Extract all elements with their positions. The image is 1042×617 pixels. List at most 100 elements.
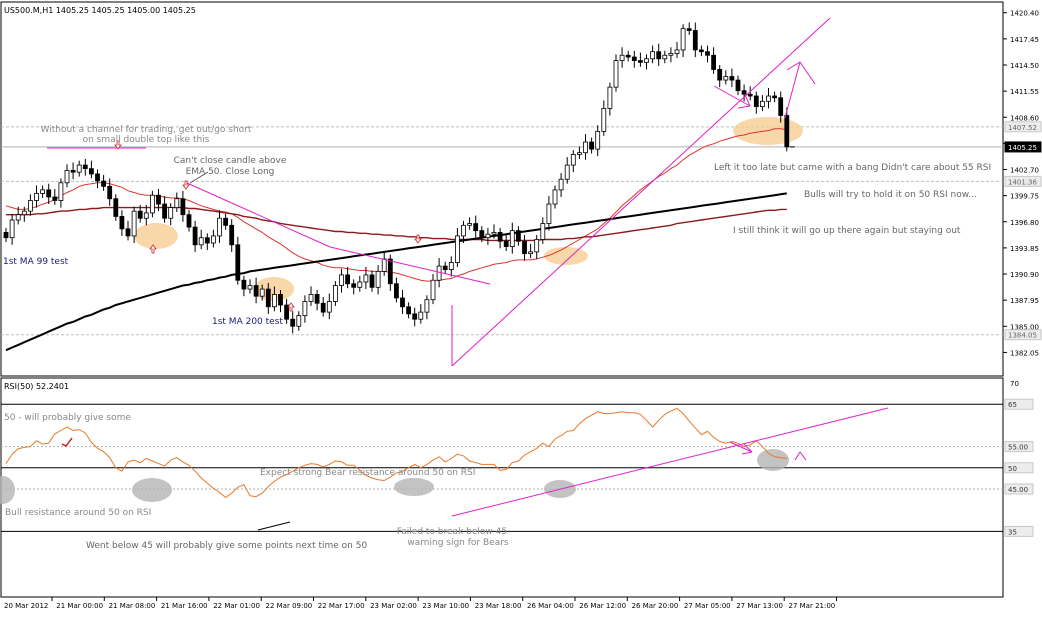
candle-body bbox=[607, 86, 613, 109]
candle-body bbox=[516, 230, 521, 242]
candle-body bbox=[461, 224, 466, 237]
candle-body bbox=[497, 231, 503, 242]
candle-body bbox=[186, 214, 192, 228]
rsi-highlight-ellipse bbox=[394, 478, 434, 496]
candle-body bbox=[644, 58, 649, 63]
candle-body bbox=[485, 233, 491, 239]
time-tick-label: 26 Mar 12:00 bbox=[579, 602, 626, 610]
candle-body bbox=[131, 210, 137, 237]
candle-body bbox=[467, 223, 473, 226]
price-level-box bbox=[1004, 329, 1042, 341]
candle-body bbox=[595, 131, 601, 150]
time-tick-label: 23 Mar 10:00 bbox=[422, 602, 469, 610]
time-tick-label: 23 Mar 18:00 bbox=[475, 602, 522, 610]
candle-body bbox=[180, 198, 186, 216]
candle-body bbox=[278, 293, 283, 306]
candle-body bbox=[570, 154, 576, 166]
candle-body bbox=[247, 285, 253, 290]
candle-body bbox=[680, 28, 686, 51]
check-mark-icon bbox=[61, 437, 73, 447]
candle-body bbox=[375, 270, 381, 288]
candle-body bbox=[302, 301, 308, 317]
candle-body bbox=[400, 297, 405, 308]
time-tick-label: 22 Mar 09:00 bbox=[266, 602, 313, 610]
candle-body bbox=[320, 302, 326, 313]
candle-body bbox=[540, 223, 546, 240]
rsi-trend-line bbox=[799, 451, 807, 461]
candle-body bbox=[662, 54, 668, 60]
price-grid bbox=[1, 126, 1003, 336]
candle-body bbox=[772, 95, 777, 99]
candle-body bbox=[387, 258, 393, 285]
time-tick-label: 22 Mar 17:00 bbox=[318, 602, 365, 610]
candle-body bbox=[119, 216, 125, 230]
candle-body bbox=[204, 237, 210, 244]
rsi-line bbox=[5, 407, 787, 499]
candle-body bbox=[729, 76, 735, 81]
candle-body bbox=[778, 97, 784, 116]
candle-body bbox=[784, 115, 790, 148]
candle-body bbox=[156, 194, 161, 205]
candle-body bbox=[613, 60, 619, 88]
rsi-trend-line bbox=[741, 451, 753, 455]
candle-body bbox=[345, 274, 351, 285]
candle-body bbox=[58, 182, 64, 201]
trend-line bbox=[186, 182, 331, 248]
candle-body bbox=[296, 315, 302, 327]
sell-arrow-icon bbox=[414, 234, 422, 244]
rsi-annotation-bull-resistance: Bull resistance around 50 on RSI bbox=[5, 508, 151, 518]
price-tick-label: 1382.05 bbox=[1010, 349, 1039, 357]
candle-body bbox=[339, 274, 344, 286]
annotation-ma200-test: 1st MA 200 test bbox=[212, 317, 283, 327]
rsi-annotation-failed-break-1: Failed to break below 45 bbox=[397, 527, 507, 537]
time-tick-label: 27 Mar 05:00 bbox=[684, 602, 731, 610]
price-level-box bbox=[1004, 121, 1042, 133]
trend-drawings bbox=[47, 17, 831, 367]
candle-body bbox=[381, 258, 387, 272]
annotation-bulls-hold: Bulls will try to hold it on 50 RSI now.… bbox=[804, 190, 977, 200]
candle-body bbox=[625, 54, 631, 58]
candle-body bbox=[217, 217, 222, 237]
candle-body bbox=[393, 283, 399, 299]
candle-body bbox=[351, 283, 357, 288]
time-tick-label: 21 Mar 16:00 bbox=[161, 602, 208, 610]
trend-line bbox=[713, 85, 751, 107]
price-tick-label: 1390.90 bbox=[1010, 271, 1039, 279]
ma-99-line bbox=[6, 206, 787, 242]
candle-body bbox=[522, 240, 527, 255]
candle-body bbox=[735, 79, 741, 92]
candle-body bbox=[149, 194, 155, 214]
candle-body bbox=[101, 180, 106, 187]
candle-body bbox=[34, 193, 39, 201]
candle-body bbox=[259, 288, 265, 297]
candle-body bbox=[89, 168, 94, 175]
candle-body bbox=[3, 231, 9, 239]
candle-body bbox=[509, 230, 515, 247]
annotation-ma99-test: 1st MA 99 test bbox=[3, 257, 69, 267]
signal-arrows bbox=[114, 140, 422, 312]
annotation-staying-out: I still think it will go up there again … bbox=[733, 226, 961, 236]
ma-200-line bbox=[5, 192, 787, 352]
candle-body bbox=[15, 214, 21, 221]
candle-body bbox=[168, 207, 174, 219]
buy-arrow-icon bbox=[287, 302, 295, 312]
annotation-ema50-1: Can't close candle above bbox=[174, 156, 287, 166]
candle-body bbox=[619, 54, 625, 61]
candle-body bbox=[430, 279, 436, 301]
candle-body bbox=[253, 285, 259, 297]
candle-body bbox=[326, 301, 332, 313]
rsi-levels: 65 55.00 50 45.00 35 70 bbox=[1, 380, 1034, 537]
sell-arrow-icon bbox=[114, 140, 122, 150]
candle-body bbox=[113, 198, 119, 217]
candle-body bbox=[601, 108, 607, 132]
price-tick-label: 1399.75 bbox=[1010, 193, 1039, 201]
rsi-level-label: 55.00 bbox=[1008, 444, 1028, 452]
candle-body bbox=[766, 95, 771, 102]
rsi-trend-line bbox=[451, 407, 889, 517]
rsi-trend-line bbox=[743, 443, 753, 453]
candle-body bbox=[747, 93, 753, 97]
candle-body bbox=[564, 164, 570, 180]
